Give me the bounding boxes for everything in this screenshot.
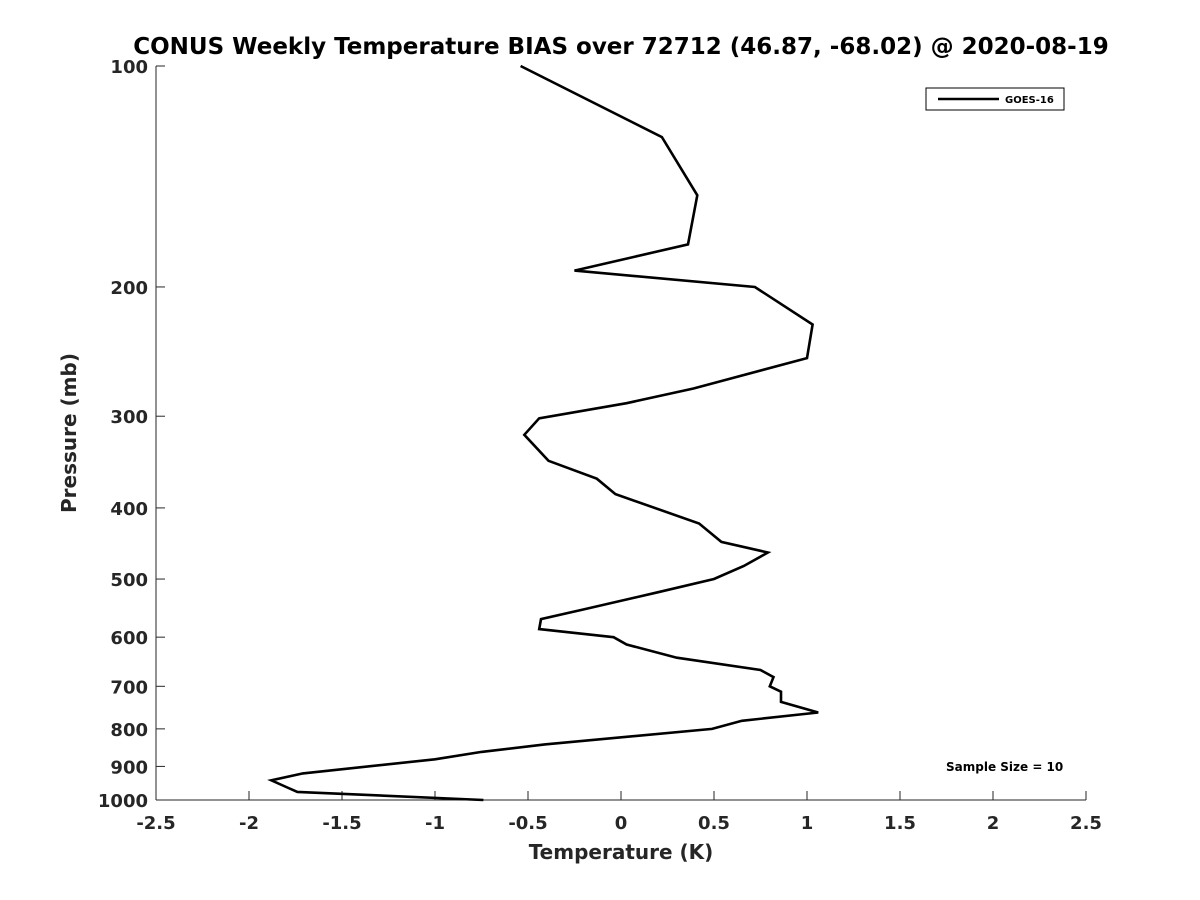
legend-label-goes-16: GOES-16 <box>1005 95 1054 106</box>
legend: GOES-16 <box>925 87 1065 111</box>
y-axis-ticks: 100 200 300 400 500 600 700 800 900 1000 <box>98 57 165 812</box>
y-tick-label: 600 <box>110 628 148 649</box>
y-tick-label: 300 <box>110 407 148 428</box>
x-tick-label: -0.5 <box>508 813 547 834</box>
series-line-goes-16 <box>267 64 819 802</box>
y-tick-label: 800 <box>110 720 148 741</box>
x-tick-label: 0.5 <box>698 813 730 834</box>
x-tick-label: 2 <box>987 813 1000 834</box>
y-tick-label: 900 <box>110 757 148 778</box>
plot-area: -2.5 -2 -1.5 -1 -0.5 0 0.5 1 1.5 2 2.5 100 200 300 40… <box>98 57 1102 834</box>
sample-size-annotation: Sample Size = 10 <box>946 760 1063 774</box>
y-tick-label: 1000 <box>98 791 148 812</box>
y-tick-label: 700 <box>110 677 148 698</box>
x-tick-label: -2.5 <box>136 813 175 834</box>
y-tick-label: 500 <box>110 570 148 591</box>
x-tick-label: 0 <box>615 813 628 834</box>
x-tick-label: -1.5 <box>322 813 361 834</box>
x-tick-label: 1.5 <box>884 813 916 834</box>
x-tick-label: 1 <box>801 813 814 834</box>
x-axis-label: Temperature (K) <box>529 840 714 864</box>
chart-title: CONUS Weekly Temperature BIAS over 72712… <box>133 34 1108 60</box>
y-tick-label: 100 <box>110 57 148 78</box>
x-tick-label: -2 <box>239 813 259 834</box>
x-tick-label: 2.5 <box>1070 813 1102 834</box>
y-axis-label: Pressure (mb) <box>57 353 81 513</box>
x-axis-ticks: -2.5 -2 -1.5 -1 -0.5 0 0.5 1 1.5 2 2.5 <box>136 791 1102 834</box>
y-tick-label: 400 <box>110 499 148 520</box>
x-tick-label: -1 <box>425 813 445 834</box>
y-tick-label: 200 <box>110 278 148 299</box>
